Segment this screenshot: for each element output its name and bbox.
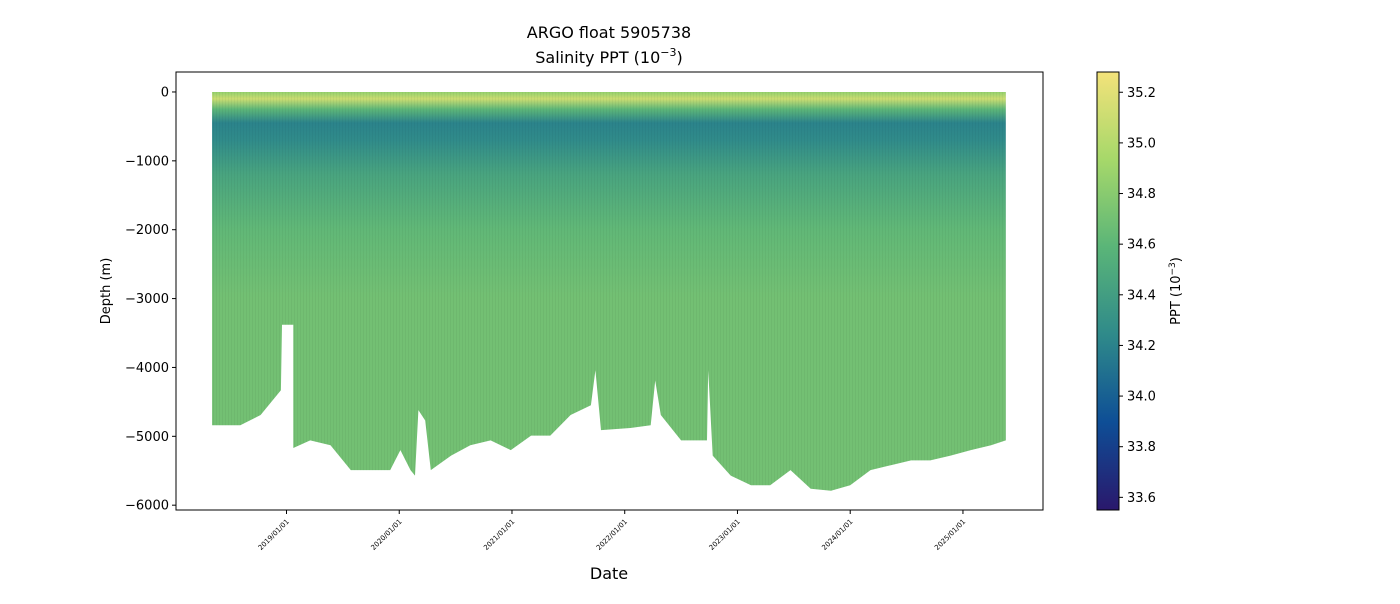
y-axis-label: Depth (m) <box>99 258 114 325</box>
chart-title-line2: Salinity PPT (10−3) <box>535 46 683 67</box>
colorbar-tick-label: 34.8 <box>1127 187 1156 202</box>
x-axis: 2019/01/01 2020/01/01 2021/01/01 2022/01/01… <box>257 510 967 552</box>
y-axis: 0 −1000 −2000 −3000 −4000 −5000 −6000 <box>125 85 176 514</box>
colorbar-tick-label: 34.6 <box>1127 238 1156 253</box>
y-tick-label: 0 <box>161 85 169 100</box>
y-tick-label: −6000 <box>125 499 169 514</box>
x-tick-label: 2019/01/01 <box>257 518 291 552</box>
y-tick-label: −1000 <box>125 154 169 169</box>
x-tick-label: 2021/01/01 <box>482 518 516 552</box>
colorbar-tick-label: 35.2 <box>1127 86 1156 101</box>
colorbar-tick-label: 34.0 <box>1127 390 1156 405</box>
plot-frame <box>175 71 1044 511</box>
x-tick-label: 2024/01/01 <box>820 518 854 552</box>
chart-title-line1: ARGO float 5905738 <box>527 23 691 42</box>
colorbar-tick-label: 33.6 <box>1127 491 1156 506</box>
colorbar-tick-label: 33.8 <box>1127 440 1156 455</box>
colorbar-axis: 33.6 33.8 34.0 34.2 34.4 34.6 34.8 35.0 35.2 <box>1119 86 1156 506</box>
y-tick-label: −3000 <box>125 292 169 307</box>
colorbar-tick-label: 35.0 <box>1127 136 1156 151</box>
colorbar-tick-label: 34.2 <box>1127 339 1156 354</box>
profile-stripes <box>212 91 1006 491</box>
x-tick-label: 2020/01/01 <box>369 518 403 552</box>
plot-area <box>212 91 1006 491</box>
x-tick-label: 2025/01/01 <box>933 518 967 552</box>
colorbar-tick-label: 34.4 <box>1127 288 1156 303</box>
colorbar <box>1096 71 1120 511</box>
x-tick-label: 2023/01/01 <box>708 518 742 552</box>
y-tick-label: −2000 <box>125 223 169 238</box>
x-axis-label: Date <box>590 564 628 583</box>
y-tick-label: −4000 <box>125 361 169 376</box>
y-tick-label: −5000 <box>125 430 169 445</box>
x-tick-label: 2022/01/01 <box>595 518 629 552</box>
colorbar-label: PPT (10−3) <box>1168 257 1184 325</box>
